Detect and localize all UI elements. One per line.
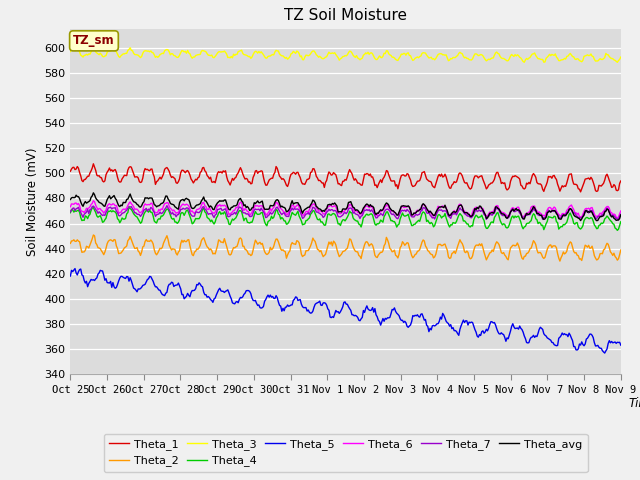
Theta_4 [67, 210, 74, 216]
Theta_7 [568, 207, 575, 213]
Theta_5 [67, 273, 74, 279]
Theta_5 [300, 305, 307, 311]
Theta_7 [239, 210, 246, 216]
Theta_5 [472, 329, 480, 335]
Theta_avg [67, 197, 74, 203]
Theta_2 [300, 252, 307, 258]
Theta_7 [402, 209, 410, 215]
Theta_avg [376, 208, 383, 214]
Theta_3 [126, 45, 134, 50]
Theta_1 [300, 181, 307, 187]
Theta_6 [300, 212, 307, 218]
Theta_3 [376, 53, 383, 59]
Theta_7 [614, 217, 622, 223]
Theta_5 [568, 335, 575, 341]
Theta_6 [239, 205, 246, 211]
Theta_avg [90, 190, 97, 196]
Theta_2 [67, 240, 74, 246]
Theta_7 [300, 215, 307, 220]
Theta_6 [67, 204, 74, 210]
Line: Theta_5: Theta_5 [70, 268, 621, 353]
Line: Theta_7: Theta_7 [70, 205, 621, 220]
Theta_5 [71, 265, 79, 271]
Theta_1 [67, 168, 74, 174]
Theta_7 [67, 209, 74, 215]
Theta_7 [376, 213, 383, 218]
Theta_1 [617, 178, 625, 184]
Theta_4 [239, 213, 246, 219]
Theta_4 [300, 221, 307, 227]
Theta_6 [472, 204, 480, 210]
Theta_3 [239, 50, 246, 56]
Theta_avg [402, 203, 410, 209]
Theta_6 [617, 208, 625, 214]
Title: TZ Soil Moisture: TZ Soil Moisture [284, 9, 407, 24]
Theta_1 [239, 171, 246, 177]
Theta_3 [617, 54, 625, 60]
Theta_1 [472, 173, 480, 179]
Theta_2 [556, 258, 564, 264]
Line: Theta_3: Theta_3 [70, 48, 621, 62]
Theta_1 [577, 189, 584, 195]
Theta_3 [402, 52, 410, 58]
Theta_avg [300, 208, 307, 214]
Theta_2 [376, 251, 383, 256]
Legend: Theta_1, Theta_2, Theta_3, Theta_4, Theta_5, Theta_6, Theta_7, Theta_avg: Theta_1, Theta_2, Theta_3, Theta_4, Thet… [104, 433, 588, 472]
Theta_4 [402, 213, 410, 219]
Theta_1 [568, 171, 575, 177]
Theta_2 [617, 247, 625, 253]
Theta_3 [568, 52, 575, 58]
Theta_avg [472, 206, 480, 212]
Theta_3 [67, 48, 74, 54]
Line: Theta_4: Theta_4 [70, 206, 621, 230]
Theta_6 [376, 209, 383, 215]
Line: Theta_6: Theta_6 [70, 201, 621, 218]
Theta_1 [402, 173, 410, 179]
Theta_2 [90, 232, 97, 238]
Theta_3 [472, 51, 480, 57]
Theta_2 [472, 242, 480, 248]
Theta_4 [617, 219, 625, 225]
Theta_avg [239, 199, 246, 205]
Y-axis label: Soil Moisture (mV): Soil Moisture (mV) [26, 147, 39, 256]
Theta_5 [239, 294, 246, 300]
Theta_4 [376, 220, 383, 226]
Theta_5 [617, 342, 625, 348]
Theta_4 [568, 213, 575, 219]
Line: Theta_avg: Theta_avg [70, 193, 621, 221]
Theta_4 [125, 204, 133, 209]
Theta_7 [472, 206, 480, 212]
Theta_avg [593, 218, 600, 224]
Theta_2 [569, 244, 577, 250]
Theta_5 [601, 350, 609, 356]
Theta_6 [614, 215, 621, 221]
Theta_4 [472, 212, 480, 218]
Theta_2 [402, 241, 410, 247]
Theta_5 [402, 320, 410, 325]
Theta_6 [568, 202, 575, 208]
Theta_7 [617, 211, 625, 217]
Theta_4 [614, 228, 621, 233]
Theta_3 [300, 57, 307, 62]
Theta_6 [402, 204, 410, 210]
Theta_5 [376, 319, 383, 324]
Theta_1 [376, 179, 383, 185]
Line: Theta_2: Theta_2 [70, 235, 621, 261]
Theta_7 [163, 203, 171, 208]
Text: TZ_sm: TZ_sm [73, 35, 115, 48]
Theta_6 [90, 198, 97, 204]
Theta_2 [239, 243, 246, 249]
X-axis label: Time: Time [628, 397, 640, 410]
Theta_1 [90, 161, 97, 167]
Theta_avg [617, 212, 625, 218]
Theta_avg [568, 206, 575, 212]
Line: Theta_1: Theta_1 [70, 164, 621, 192]
Theta_3 [614, 60, 621, 65]
